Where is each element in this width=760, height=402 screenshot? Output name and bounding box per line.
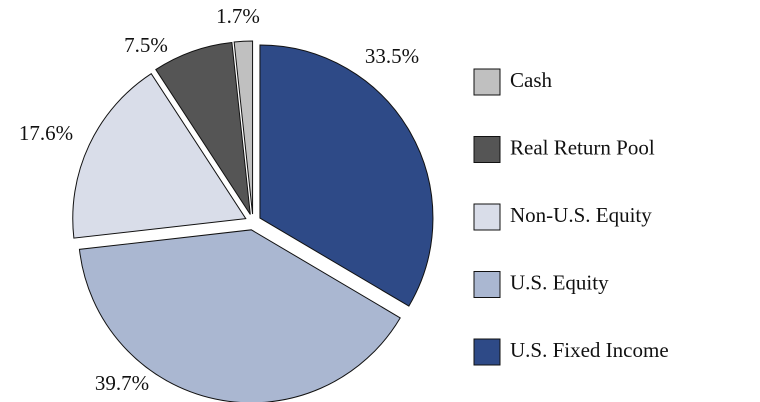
slice-label: 1.7%	[216, 4, 260, 28]
pie-slice	[259, 44, 434, 307]
pie-slice	[233, 40, 254, 215]
pie-slice	[155, 41, 251, 215]
legend-swatch	[473, 338, 501, 366]
legend-label: U.S. Fixed Income	[510, 338, 669, 362]
legend-label: Real Return Pool	[510, 135, 655, 159]
legend-swatch	[473, 271, 501, 298]
legend-label: Non-U.S. Equity	[510, 203, 652, 227]
pie-slice	[72, 73, 247, 239]
legend-swatch	[473, 203, 501, 231]
legend-swatch	[473, 136, 501, 163]
legend-label: U.S. Equity	[510, 270, 609, 294]
legend-swatch	[473, 68, 501, 96]
slice-label: 39.7%	[95, 371, 149, 395]
slice-label: 33.5%	[365, 44, 419, 68]
pie-slice	[78, 229, 401, 402]
slice-label: 7.5%	[124, 33, 168, 57]
legend-label: Cash	[510, 68, 553, 92]
slice-label: 17.6%	[19, 121, 73, 145]
